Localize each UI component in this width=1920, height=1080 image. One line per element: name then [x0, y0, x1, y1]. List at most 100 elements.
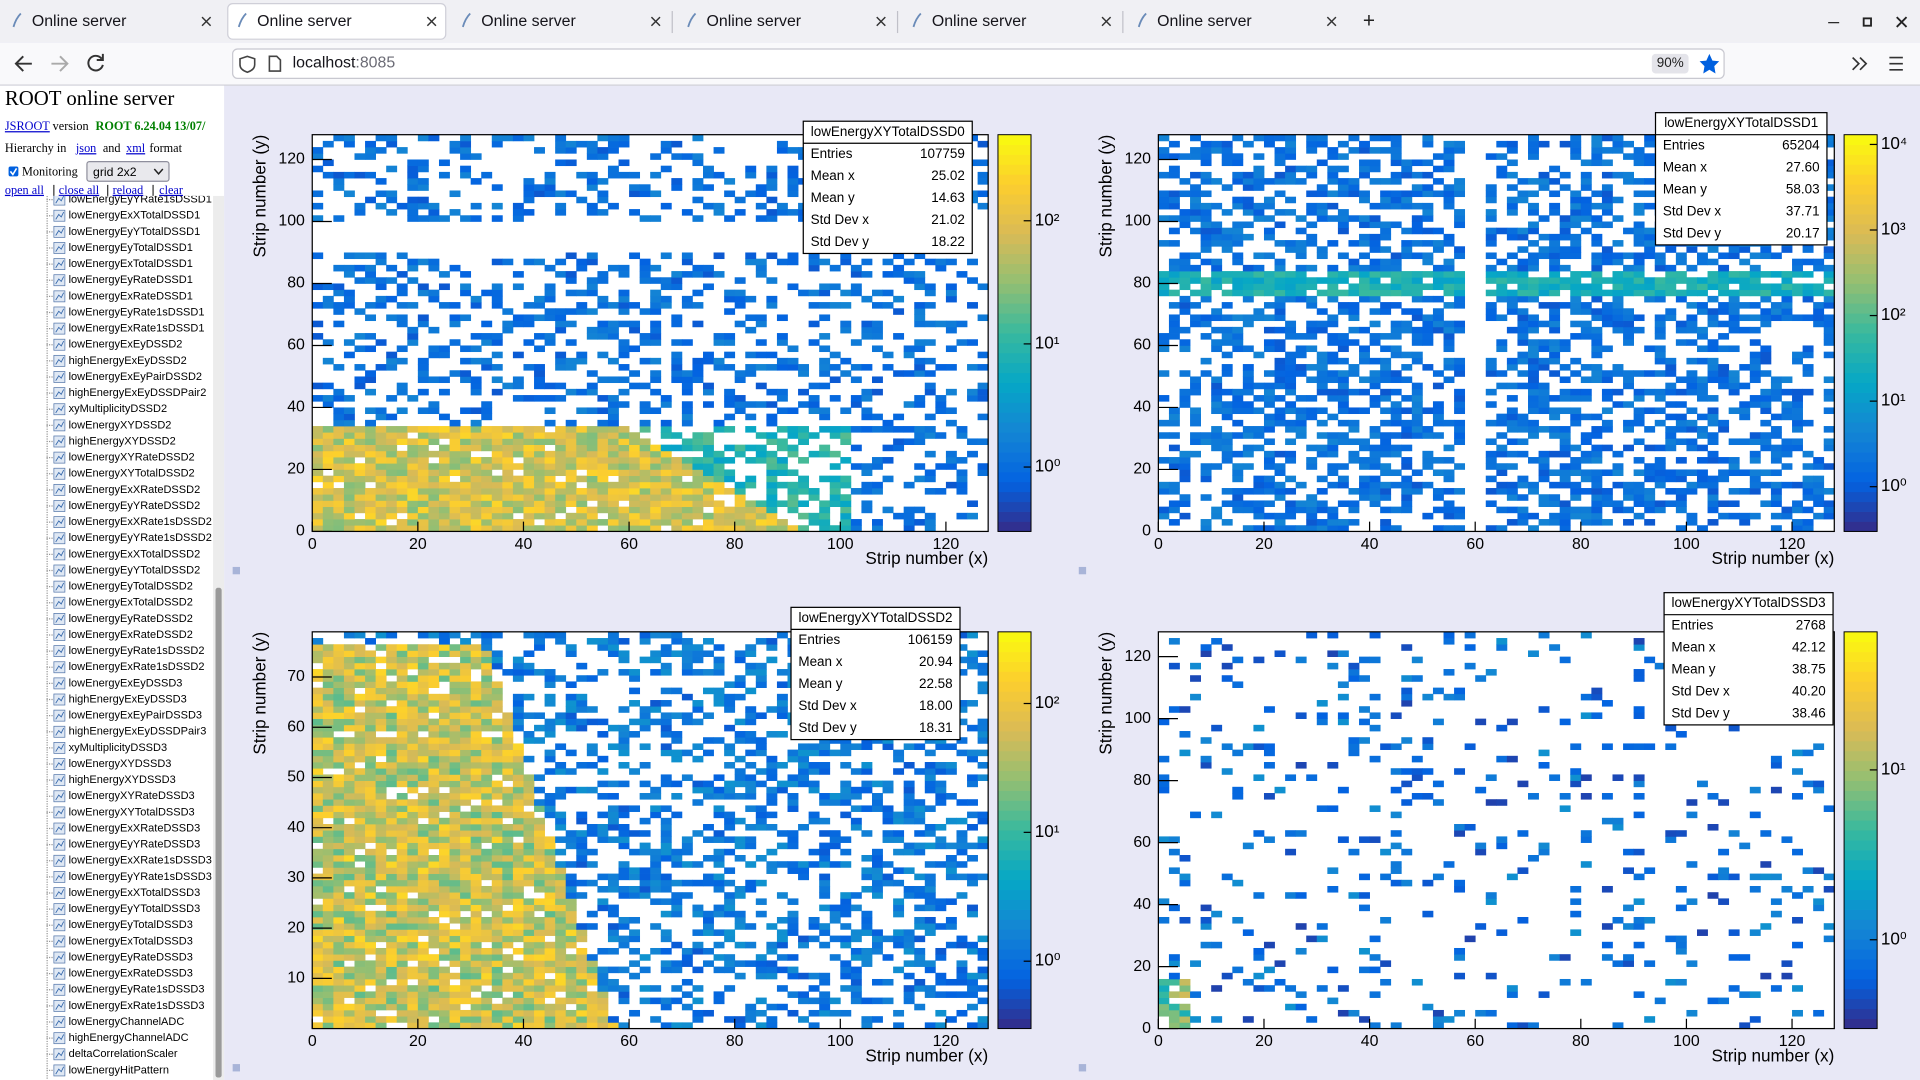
tab-title[interactable]: Online server	[481, 13, 576, 30]
tree-item[interactable]: lowEnergyEyYTotalDSSD2	[69, 564, 201, 576]
tree-item[interactable]: lowEnergyExEyPairDSSD3	[69, 710, 202, 722]
tree-item[interactable]: lowEnergyExXRate1sDSSD3	[69, 855, 212, 867]
url-text[interactable]: localhost:8085	[293, 55, 396, 72]
tree-item[interactable]: lowEnergyEyRateDSSD3	[69, 951, 193, 963]
layout-select[interactable]	[86, 161, 170, 182]
tree-item[interactable]: highEnergyXYDSSD2	[69, 435, 176, 447]
tab-close[interactable]	[650, 16, 661, 27]
tree-item[interactable]: lowEnergyXYDSSD2	[69, 419, 172, 431]
heatmap-cell	[1359, 277, 1370, 284]
scrollbar-thumb[interactable]	[215, 587, 222, 1078]
tree-item[interactable]: lowEnergyExXTotalDSSD1	[69, 210, 201, 222]
close-window-button[interactable]	[1896, 16, 1908, 28]
url-bar[interactable]	[232, 48, 1725, 79]
tab-close[interactable]	[876, 16, 886, 27]
tree-item[interactable]: lowEnergyXYDSSD3	[69, 758, 172, 770]
tree-item[interactable]: lowEnergyExXRateDSSD2	[69, 484, 201, 496]
new-tab-button[interactable]: +	[1363, 10, 1375, 33]
tree-item[interactable]: lowEnergyEyTotalDSSD1	[69, 242, 193, 254]
xml-link[interactable]: xml	[126, 141, 146, 155]
forward-button[interactable]	[51, 55, 69, 72]
tree-item[interactable]: lowEnergyXYTotalDSSD3	[69, 806, 195, 818]
tree-item[interactable]: xyMultiplicityDSSD3	[69, 742, 168, 754]
panel-handle[interactable]	[232, 566, 240, 575]
jsroot-link[interactable]: JSROOT	[5, 119, 50, 133]
tree-item[interactable]: highEnergyExEyDSSD3	[69, 693, 187, 705]
maximize-button[interactable]	[1862, 17, 1872, 27]
close-all-link[interactable]: close all	[59, 183, 100, 197]
tree-item[interactable]: lowEnergyExEyDSSD3	[69, 677, 183, 689]
tree-item[interactable]: lowEnergyEyRate1sDSSD1	[69, 306, 205, 318]
tree-item[interactable]: highEnergyXYDSSD3	[69, 774, 176, 786]
tree-item[interactable]: lowEnergyEyYTotalDSSD3	[69, 903, 201, 915]
tab-title[interactable]: Online server	[32, 13, 127, 30]
open-all-link[interactable]: open all	[5, 183, 45, 197]
tree-item[interactable]: lowEnergyEyYRateDSSD2	[69, 500, 201, 512]
tree-item[interactable]: lowEnergyExXRate1sDSSD2	[69, 516, 212, 528]
tree-item[interactable]: lowEnergyExEyDSSD2	[69, 339, 183, 351]
tree-item[interactable]: lowEnergyXYRateDSSD3	[69, 790, 195, 802]
tab-title[interactable]: Online server	[932, 13, 1027, 30]
tab-close[interactable]	[1101, 16, 1112, 27]
json-link[interactable]: json	[75, 141, 96, 155]
page-icon[interactable]	[268, 55, 282, 72]
monitoring-label[interactable]: Monitoring	[22, 164, 78, 178]
reload-link[interactable]: reload	[113, 183, 144, 197]
back-button[interactable]	[14, 55, 32, 72]
reload-button[interactable]	[87, 53, 104, 72]
tree-item[interactable]: lowEnergyChannelADC	[69, 1016, 185, 1028]
tree-item[interactable]: highEnergyExEyDSSDPair3	[69, 726, 207, 738]
tree-item[interactable]: lowEnergyEyRate1sDSSD2	[69, 645, 205, 657]
tree-item[interactable]: deltaCorrelationScaler	[69, 1048, 178, 1060]
tree-item[interactable]: lowEnergyXYRateDSSD2	[69, 452, 195, 464]
tab-title[interactable]: Online server	[257, 13, 352, 30]
tree-item[interactable]: lowEnergyEyYRate1sDSSD3	[69, 871, 212, 883]
panel-handle[interactable]	[1078, 566, 1087, 575]
tree-item[interactable]: lowEnergyEyTotalDSSD2	[69, 581, 193, 593]
tab-active[interactable]	[227, 3, 447, 40]
tree-item[interactable]: lowEnergyXYTotalDSSD2	[69, 468, 195, 480]
tree-item[interactable]: lowEnergyExXTotalDSSD3	[69, 887, 201, 899]
tab-title[interactable]: Online server	[1157, 13, 1252, 30]
clear-link[interactable]: clear	[159, 183, 183, 197]
tree-item[interactable]: lowEnergyEyRateDSSD2	[69, 613, 193, 625]
tree-item[interactable]: highEnergyExEyDSSDPair2	[69, 387, 207, 399]
shield-icon[interactable]	[239, 55, 256, 74]
tree-item[interactable]: lowEnergyEyYTotalDSSD1	[69, 226, 201, 238]
tree-item[interactable]: lowEnergyHitPattern	[69, 1064, 169, 1076]
heatmap-cell	[586, 178, 598, 185]
bookmark-star[interactable]	[1699, 53, 1720, 74]
tree-item[interactable]: highEnergyExEyDSSD2	[69, 355, 187, 367]
heatmap-cell	[798, 432, 809, 439]
tree-item[interactable]: lowEnergyExRate1sDSSD3	[69, 1000, 205, 1012]
tree-item[interactable]: lowEnergyEyRateDSSD1	[69, 274, 193, 286]
tree-item[interactable]: lowEnergyExRateDSSD3	[69, 968, 193, 980]
tree-item[interactable]: lowEnergyEyRate1sDSSD3	[69, 984, 205, 996]
tree-item[interactable]: highEnergyChannelADC	[69, 1032, 189, 1044]
zoom-level[interactable]: 90%	[1657, 55, 1684, 70]
tab-title[interactable]: Online server	[707, 13, 802, 30]
tree-item[interactable]: lowEnergyExXRateDSSD3	[69, 822, 201, 834]
tree-item[interactable]: lowEnergyExRateDSSD2	[69, 629, 193, 641]
tree-item[interactable]: lowEnergyExTotalDSSD1	[69, 258, 193, 270]
tree-item[interactable]: lowEnergyEyYRateDSSD3	[69, 839, 201, 851]
tree-item[interactable]: lowEnergyExTotalDSSD2	[69, 597, 193, 609]
tree-item[interactable]: lowEnergyExRate1sDSSD1	[69, 323, 205, 335]
heatmap-cell	[460, 450, 472, 458]
tree-item[interactable]: lowEnergyEyYRate1sDSSD1	[69, 193, 212, 206]
tree-item[interactable]: lowEnergyEyYRate1sDSSD2	[69, 532, 212, 544]
tab-close[interactable]	[1326, 16, 1337, 27]
tree-item[interactable]: lowEnergyExTotalDSSD3	[69, 935, 193, 947]
tab-close[interactable]	[201, 16, 212, 27]
tree-item[interactable]: lowEnergyEyTotalDSSD3	[69, 919, 193, 931]
menu-button[interactable]	[1889, 56, 1903, 71]
tab-close[interactable]	[426, 16, 437, 27]
tree-item[interactable]: lowEnergyExEyPairDSSD2	[69, 371, 202, 383]
overflow-button[interactable]	[1852, 56, 1868, 71]
tree-item[interactable]: lowEnergyExXTotalDSSD2	[69, 548, 201, 560]
zoom-badge[interactable]	[1651, 53, 1689, 74]
heatmap-cell	[597, 1009, 609, 1017]
tree-item[interactable]: lowEnergyExRateDSSD1	[69, 290, 193, 302]
tree-item[interactable]: xyMultiplicityDSSD2	[69, 403, 168, 415]
tree-item[interactable]: lowEnergyExRate1sDSSD2	[69, 661, 205, 673]
